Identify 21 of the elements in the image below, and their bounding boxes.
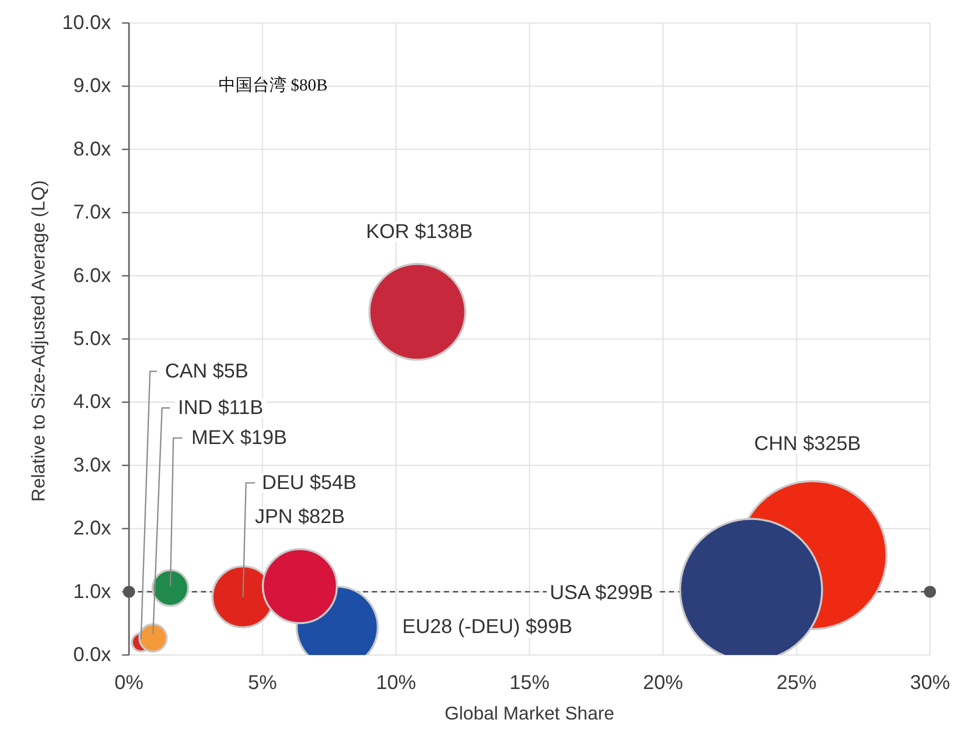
x-tick-label: 15%	[509, 672, 550, 694]
x-tick-label: 0%	[114, 672, 144, 694]
y-tick-label: 1.0x	[73, 580, 111, 603]
x-tick-label: 20%	[642, 672, 684, 694]
y-tick-label: 9.0x	[73, 75, 111, 98]
annotation: 中国台湾 $80B	[218, 76, 328, 94]
x-tick-label: 25%	[776, 672, 817, 694]
y-tick-label: 3.0x	[73, 454, 111, 476]
x-tick-label: 5%	[248, 672, 278, 694]
y-tick-label: 6.0x	[73, 264, 111, 287]
x-tick-label: 30%	[910, 672, 950, 694]
y-tick-label: 5.0x	[73, 328, 111, 350]
y-axis-title: Relative to Size-Adjusted Average (LQ)	[28, 180, 48, 502]
y-tick-label: 4.0x	[73, 391, 111, 414]
y-tick-label: 7.0x	[73, 202, 111, 224]
y-tick-label: 2.0x	[73, 518, 111, 540]
x-axis-title: Global Market Share	[444, 702, 614, 724]
y-tick-label: 8.0x	[73, 138, 111, 160]
x-tick-label: 10%	[376, 672, 416, 694]
y-tick-label: 0.0x	[73, 644, 111, 666]
y-tick-label: 10.0x	[62, 12, 111, 34]
